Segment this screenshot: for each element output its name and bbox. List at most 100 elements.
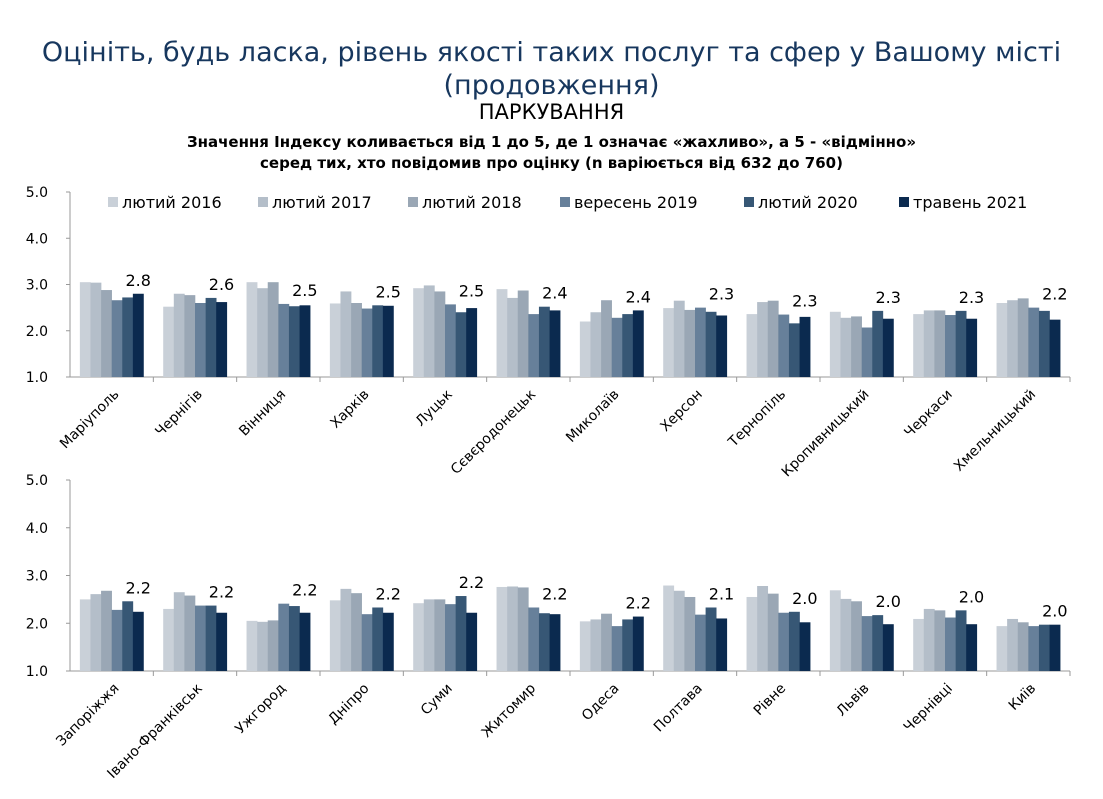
bar [382, 305, 394, 377]
data-label: 2.3 [875, 288, 900, 307]
bar [434, 599, 446, 671]
bar [996, 626, 1008, 671]
x-tick-label: Хмельницький [951, 387, 1039, 475]
bar [923, 608, 935, 671]
bar [528, 314, 540, 377]
data-label: 2.2 [125, 578, 150, 597]
bar [216, 612, 228, 671]
data-label: 2.6 [209, 275, 234, 294]
bar [111, 300, 123, 377]
x-tick-label: Маріуполь [57, 387, 123, 453]
bar [611, 317, 623, 377]
y-tick-label: 2.0 [26, 616, 48, 632]
bar [79, 599, 91, 671]
y-tick-label: 3.0 [26, 278, 48, 294]
bar [340, 588, 352, 671]
bar [517, 587, 529, 671]
bar [757, 302, 769, 377]
x-tick-label: Вінниця [236, 387, 289, 440]
bar [278, 303, 290, 377]
bar [590, 619, 602, 671]
bar [466, 612, 478, 671]
bar [705, 311, 717, 377]
bar [90, 282, 102, 377]
data-label: 2.5 [375, 282, 400, 301]
bar [90, 594, 102, 671]
bar [122, 297, 134, 377]
x-tick-label: Рівне [751, 681, 789, 719]
bar [507, 586, 519, 671]
data-label: 2.0 [1042, 602, 1067, 621]
x-tick-label: Сєвєродонецьк [448, 387, 539, 478]
legend-label: лютий 2018 [422, 193, 522, 212]
bar [684, 309, 696, 377]
bar [861, 616, 873, 671]
data-label: 2.0 [875, 592, 900, 611]
bar [496, 586, 508, 671]
legend-label: лютий 2016 [122, 193, 222, 212]
data-label: 2.2 [209, 583, 234, 602]
data-label: 2.2 [459, 573, 484, 592]
bar [329, 600, 341, 671]
legend-label: вересень 2019 [574, 193, 698, 212]
bar [101, 290, 112, 377]
bar [267, 282, 279, 377]
x-tick-label: Черкаси [901, 387, 955, 441]
x-tick-label: Чернігів [152, 387, 205, 440]
data-label: 2.4 [542, 284, 567, 303]
chart-subtitle: ПАРКУВАННЯ [478, 100, 625, 124]
x-tick-label: Миколаїв [563, 387, 622, 446]
bar [590, 312, 602, 377]
x-tick-label: Луцьк [413, 387, 456, 430]
bar [257, 288, 269, 377]
bar [872, 310, 884, 377]
bar [163, 306, 175, 377]
bar [549, 310, 561, 377]
bar [829, 590, 841, 671]
legend-label: лютий 2017 [272, 193, 372, 212]
bar [799, 622, 811, 671]
legend-swatch [108, 197, 118, 207]
bar [1038, 310, 1050, 377]
data-label: 2.5 [292, 281, 317, 300]
data-label: 2.2 [375, 584, 400, 603]
data-label: 2.2 [625, 594, 650, 613]
bar [184, 595, 196, 671]
bar [361, 614, 373, 671]
x-tick-label: Львів [833, 681, 872, 720]
bar [632, 616, 644, 671]
bar [716, 315, 728, 377]
bar [673, 590, 685, 671]
legend-swatch [744, 197, 754, 207]
bar [423, 285, 435, 377]
data-label: 2.2 [1042, 285, 1067, 304]
y-tick-label: 2.0 [26, 324, 48, 340]
y-tick-label: 4.0 [26, 521, 48, 537]
bar [122, 601, 134, 671]
data-label: 2.2 [292, 581, 317, 600]
bar [872, 615, 884, 671]
bar [1028, 307, 1040, 377]
bar [861, 327, 873, 377]
bar [1049, 319, 1061, 377]
bar [299, 612, 311, 671]
bar [663, 308, 675, 377]
x-tick-label: Запоріжжя [53, 681, 122, 750]
x-tick-label: Полтава [651, 681, 706, 736]
bar [288, 606, 300, 671]
y-tick-label: 3.0 [26, 569, 48, 585]
page-title: Оцініть, будь ласка, рівень якості таких… [41, 37, 1062, 101]
bar [413, 288, 425, 377]
bar [278, 603, 290, 671]
bar [101, 590, 112, 671]
bar [778, 612, 790, 671]
data-label: 2.1 [709, 584, 734, 603]
bar [496, 289, 508, 377]
bar [705, 607, 717, 671]
bar [195, 303, 206, 377]
bar [1038, 624, 1050, 671]
bar [205, 297, 217, 377]
bar [288, 306, 300, 377]
bar [695, 614, 706, 671]
